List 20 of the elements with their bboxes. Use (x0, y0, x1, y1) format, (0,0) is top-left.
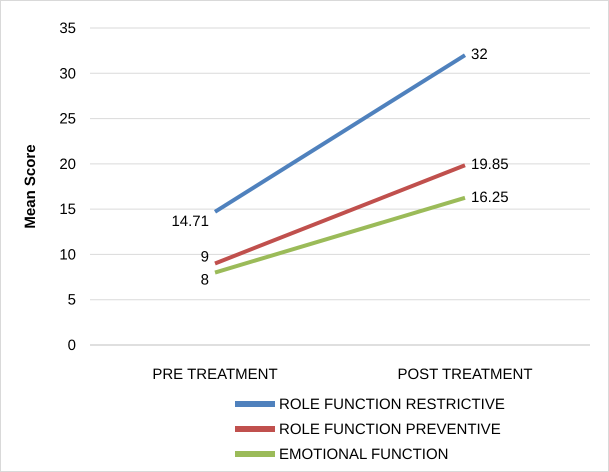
y-tick-label: 35 (59, 20, 76, 37)
y-axis-title: Mean Score (22, 144, 39, 229)
legend-label: ROLE FUNCTION RESTRICTIVE (279, 396, 505, 413)
legend-label: EMOTIONAL FUNCTION (279, 446, 448, 463)
y-tick-label: 5 (68, 292, 76, 309)
data-label: 32 (471, 46, 488, 64)
y-tick-label: 30 (59, 65, 76, 82)
data-label: 14.71 (171, 212, 209, 230)
y-tick-label: 10 (59, 246, 76, 264)
x-tick-label: POST TREATMENT (397, 366, 533, 383)
y-tick-label: 20 (59, 156, 76, 173)
data-label: 19.85 (471, 156, 509, 174)
data-label: 9 (200, 248, 209, 266)
data-label: 8 (200, 272, 209, 289)
data-label: 16.25 (471, 188, 509, 206)
y-tick-label: 0 (68, 337, 76, 354)
x-tick-label: PRE TREATMENT (152, 366, 278, 383)
y-tick-label: 25 (59, 110, 76, 128)
y-tick-label: 15 (59, 201, 76, 218)
legend-label: ROLE FUNCTION PREVENTIVE (279, 421, 501, 438)
